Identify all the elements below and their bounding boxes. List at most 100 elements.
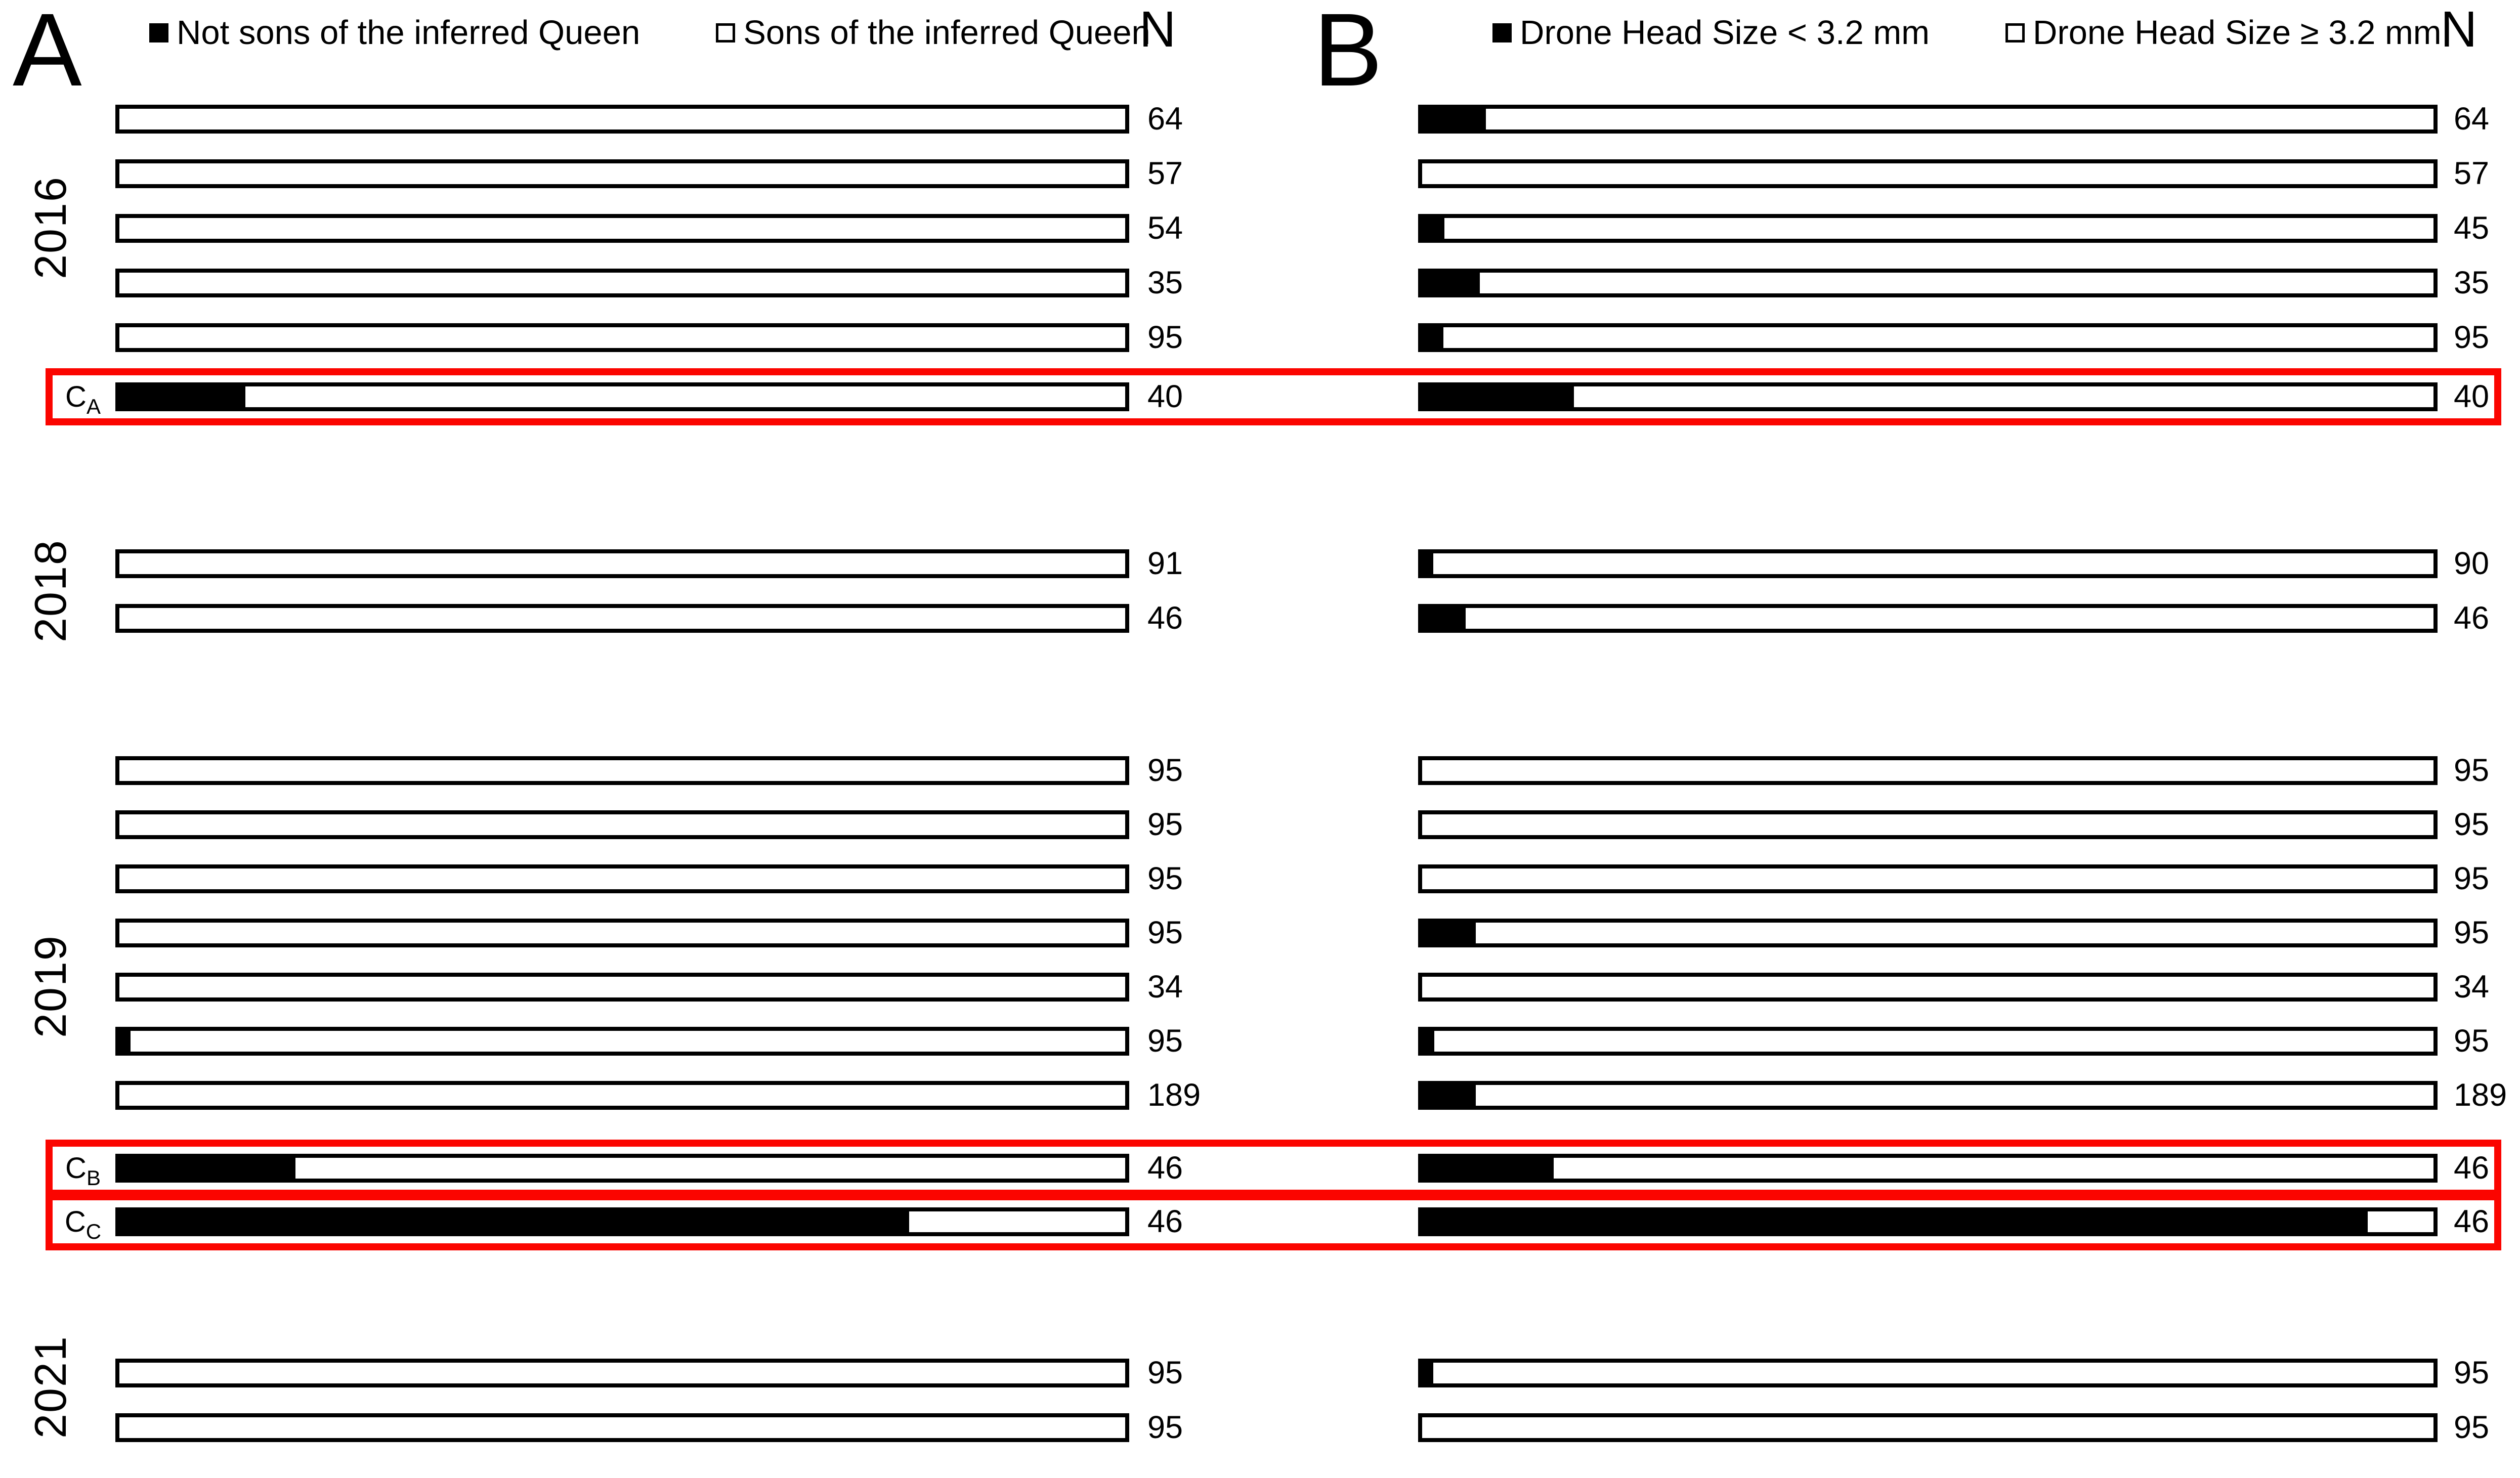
proportion-bar-b [1418, 1413, 2438, 1442]
panel-a-letter: A [13, 0, 82, 108]
legend-panel-a: Not sons of the inferred Queen Sons of t… [149, 13, 1150, 52]
legend-item: Not sons of the inferred Queen [149, 13, 640, 52]
n-column-header-a: N [1139, 1, 1176, 58]
n-value-a: 95 [1147, 1023, 1183, 1059]
bar-black-segment [1422, 218, 1444, 239]
proportion-bar-a [115, 1154, 1129, 1183]
n-value-a: 46 [1147, 600, 1183, 636]
bar-black-segment [1422, 273, 1480, 293]
proportion-bar-b [1418, 756, 2438, 785]
proportion-bar-a [115, 864, 1129, 893]
proportion-bar-b [1418, 973, 2438, 1002]
proportion-bar-a [115, 1413, 1129, 1442]
n-value-a: 95 [1147, 1410, 1183, 1445]
legend-label: Not sons of the inferred Queen [177, 14, 640, 52]
year-label: 2016 [25, 176, 75, 279]
n-value-a: 40 [1147, 379, 1183, 414]
year-label: 2019 [25, 935, 75, 1038]
proportion-bar-a [115, 919, 1129, 947]
n-value-b: 46 [2454, 600, 2490, 636]
n-value-a: 91 [1147, 546, 1183, 581]
n-value-a: 189 [1147, 1077, 1201, 1113]
bar-black-segment [1422, 109, 1486, 129]
n-value-b: 95 [2454, 753, 2490, 788]
proportion-bar-b [1418, 1027, 2438, 1056]
n-value-b: 189 [2454, 1077, 2507, 1113]
proportion-bar-a [115, 810, 1129, 839]
bar-black-segment [1422, 386, 1574, 407]
n-value-a: 95 [1147, 807, 1183, 842]
n-value-b: 45 [2454, 210, 2490, 246]
panel-b-letter: B [1313, 0, 1383, 108]
n-value-b: 95 [2454, 1023, 2490, 1059]
proportion-bar-b [1418, 159, 2438, 188]
highlight-box [46, 1193, 2501, 1250]
proportion-bar-b [1418, 1154, 2438, 1183]
legend-item: Drone Head Size < 3.2 mm [1492, 13, 1930, 52]
proportion-bar-a [115, 382, 1129, 411]
proportion-bar-a [115, 1027, 1129, 1056]
bar-black-segment [1422, 553, 1433, 574]
colony-label: CB [65, 1152, 101, 1190]
proportion-bar-b [1418, 864, 2438, 893]
proportion-bar-b [1418, 549, 2438, 578]
bar-black-segment [119, 1031, 131, 1052]
proportion-bar-b [1418, 1207, 2438, 1236]
bar-black-segment [1422, 1363, 1433, 1383]
filled-square-swatch-icon [149, 23, 168, 42]
n-value-a: 57 [1147, 156, 1183, 191]
proportion-bar-a [115, 549, 1129, 578]
proportion-bar-a [115, 214, 1129, 243]
n-value-a: 95 [1147, 915, 1183, 950]
year-label: 2021 [25, 1335, 75, 1439]
proportion-bar-b [1418, 323, 2438, 352]
proportion-bar-a [115, 1207, 1129, 1236]
proportion-bar-a [115, 323, 1129, 352]
n-value-b: 95 [2454, 807, 2490, 842]
bar-black-segment [119, 386, 245, 407]
legend-panel-b: Drone Head Size < 3.2 mm Drone Head Size… [1492, 13, 2442, 52]
n-value-b: 95 [2454, 320, 2490, 355]
n-value-a: 46 [1147, 1150, 1183, 1186]
proportion-bar-b [1418, 269, 2438, 297]
filled-square-swatch-icon [1492, 23, 1512, 42]
bar-black-segment [1422, 923, 1476, 943]
proportion-bar-a [115, 105, 1129, 134]
n-value-a: 95 [1147, 861, 1183, 896]
legend-label: Drone Head Size ≥ 3.2 mm [2032, 14, 2442, 52]
bar-black-segment [1422, 608, 1466, 629]
proportion-bar-b [1418, 810, 2438, 839]
n-value-a: 95 [1147, 320, 1183, 355]
open-square-swatch-icon [2005, 23, 2025, 42]
n-column-header-b: N [2441, 1, 2478, 58]
n-value-b: 90 [2454, 546, 2490, 581]
n-value-a: 54 [1147, 210, 1183, 246]
proportion-bar-b [1418, 1081, 2438, 1110]
colony-label-subscript: A [86, 395, 101, 418]
proportion-bar-a [115, 756, 1129, 785]
proportion-bar-a [115, 269, 1129, 297]
proportion-bar-a [115, 1359, 1129, 1387]
n-value-b: 95 [2454, 1355, 2490, 1390]
n-value-b: 40 [2454, 379, 2490, 414]
proportion-bar-b [1418, 1359, 2438, 1387]
open-square-swatch-icon [716, 23, 736, 42]
proportion-bar-b [1418, 105, 2438, 134]
n-value-a: 46 [1147, 1204, 1183, 1239]
n-value-b: 57 [2454, 156, 2490, 191]
n-value-b: 46 [2454, 1204, 2490, 1239]
legend-item: Sons of the inferred Queen [716, 13, 1150, 52]
highlight-box [46, 368, 2501, 425]
bar-black-segment [1422, 1158, 1554, 1179]
n-value-a: 35 [1147, 265, 1183, 300]
proportion-bar-a [115, 973, 1129, 1002]
n-value-a: 95 [1147, 1355, 1183, 1390]
proportion-bar-b [1418, 214, 2438, 243]
bar-black-segment [1422, 327, 1443, 348]
proportion-bar-a [115, 604, 1129, 633]
proportion-bar-b [1418, 382, 2438, 411]
bar-black-segment [1422, 1085, 1476, 1106]
bar-black-segment [119, 1158, 295, 1179]
